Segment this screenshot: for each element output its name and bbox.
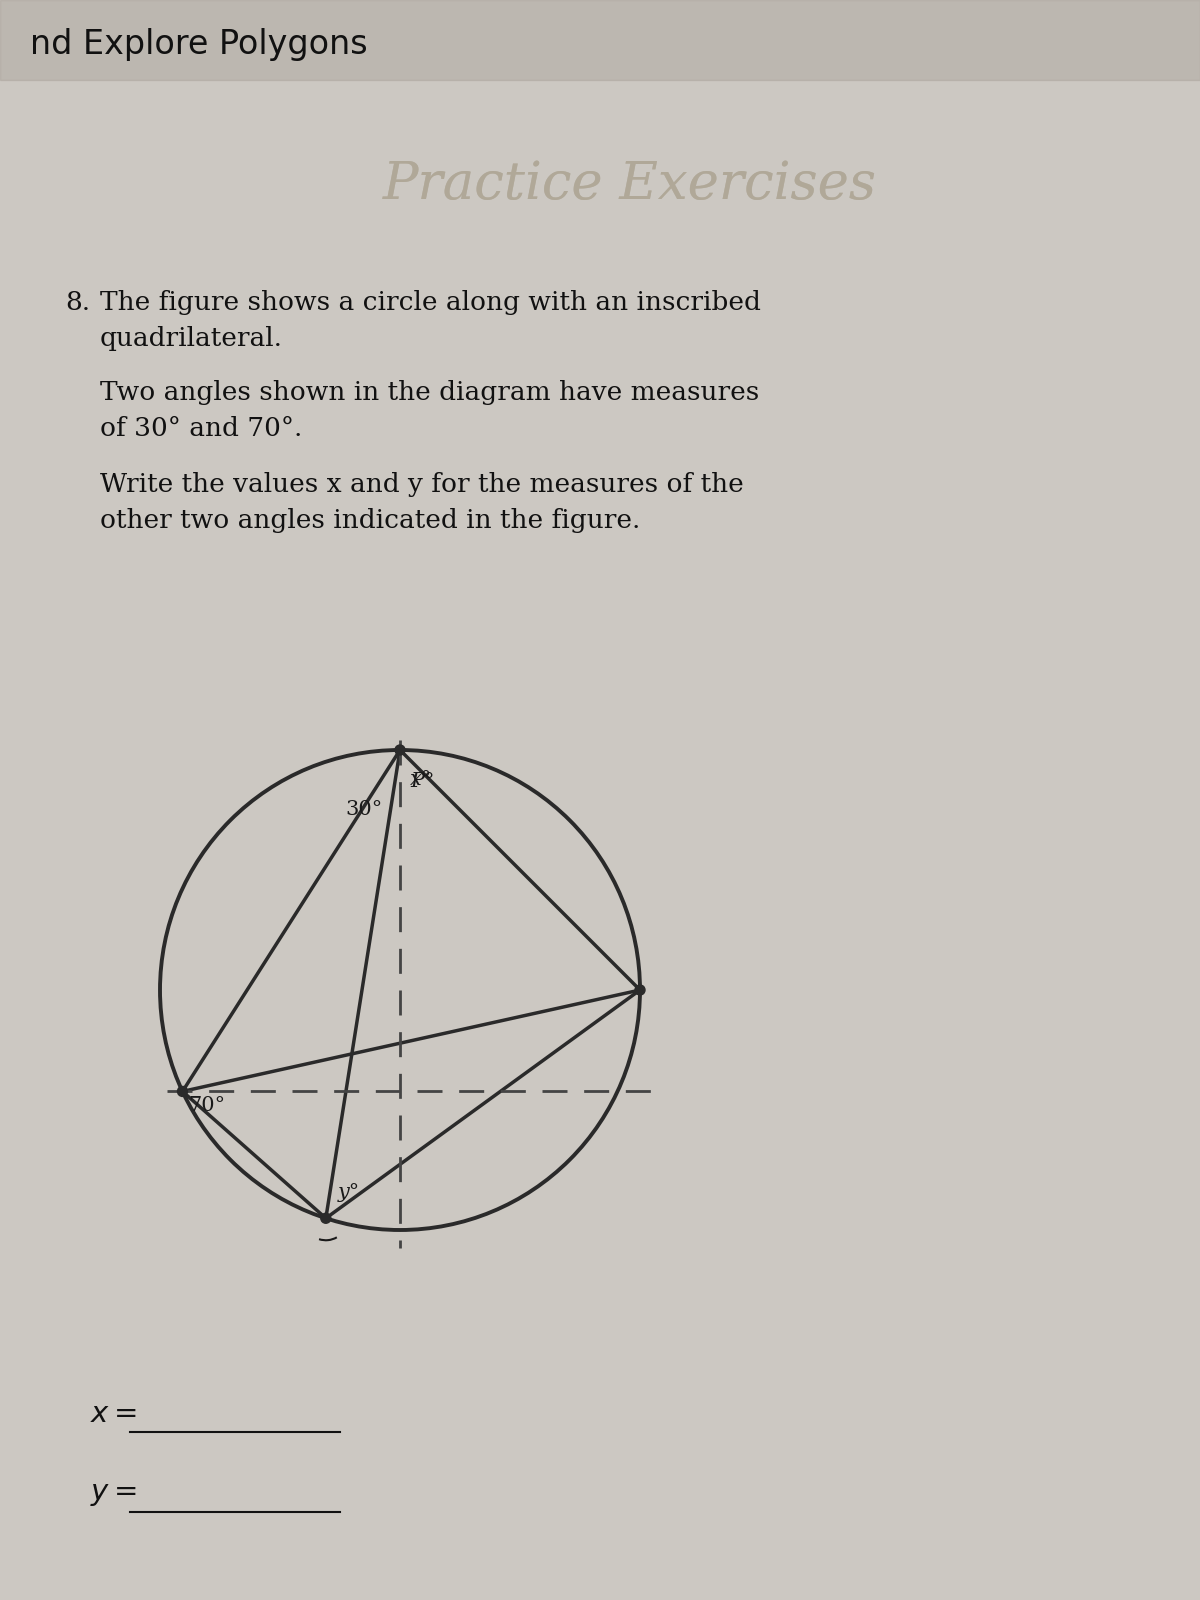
Text: y°: y° <box>338 1184 360 1202</box>
Text: P°: P° <box>410 773 434 790</box>
Text: of 30° and 70°.: of 30° and 70°. <box>100 416 302 442</box>
Text: Two angles shown in the diagram have measures: Two angles shown in the diagram have mea… <box>100 379 760 405</box>
Bar <box>0 0 1200 80</box>
Text: quadrilateral.: quadrilateral. <box>100 326 283 350</box>
Text: The figure shows a circle along with an inscribed: The figure shows a circle along with an … <box>100 290 761 315</box>
Text: nd Explore Polygons: nd Explore Polygons <box>30 27 367 61</box>
Text: 8.: 8. <box>65 290 90 315</box>
Text: $y =$: $y =$ <box>90 1480 137 1507</box>
Text: Write the values x and y for the measures of the: Write the values x and y for the measure… <box>100 472 744 498</box>
Circle shape <box>395 746 406 755</box>
Circle shape <box>320 1213 331 1224</box>
Circle shape <box>178 1086 187 1096</box>
Text: other two angles indicated in the figure.: other two angles indicated in the figure… <box>100 509 641 533</box>
Text: 70°: 70° <box>188 1096 226 1115</box>
Text: $x =$: $x =$ <box>90 1400 137 1427</box>
Text: x°: x° <box>410 770 432 789</box>
Text: Practice Exercises: Practice Exercises <box>383 160 877 211</box>
Circle shape <box>635 986 646 995</box>
Text: Practice Exercises: Practice Exercises <box>383 160 877 211</box>
Text: 30°: 30° <box>346 800 383 819</box>
